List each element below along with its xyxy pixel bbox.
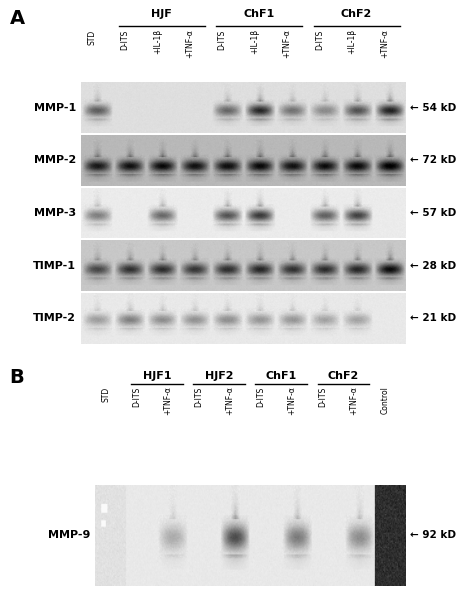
Text: ← 57 kD: ← 57 kD — [410, 208, 456, 218]
Text: D-ITS: D-ITS — [256, 387, 265, 407]
Text: B: B — [9, 368, 24, 387]
Text: MMP-1: MMP-1 — [34, 102, 76, 112]
Text: TIMP-2: TIMP-2 — [33, 314, 76, 323]
Text: +TNF-α: +TNF-α — [350, 387, 359, 415]
Text: MMP-3: MMP-3 — [34, 208, 76, 218]
Text: +TNF-α: +TNF-α — [226, 387, 235, 415]
Text: +TNF-α: +TNF-α — [283, 29, 292, 58]
Text: ← 28 kD: ← 28 kD — [410, 261, 456, 271]
Text: ← 21 kD: ← 21 kD — [410, 314, 456, 323]
Text: MMP-9: MMP-9 — [48, 530, 90, 540]
Text: D-ITS: D-ITS — [319, 387, 328, 407]
Text: +TNF-α: +TNF-α — [185, 29, 194, 58]
Text: D-ITS: D-ITS — [120, 29, 129, 49]
Text: D-ITS: D-ITS — [315, 29, 324, 49]
Text: D-ITS: D-ITS — [194, 387, 203, 407]
Text: +IL-1β: +IL-1β — [153, 29, 162, 54]
Text: STD: STD — [101, 387, 110, 402]
Text: HJF: HJF — [151, 9, 172, 19]
Text: MMP-2: MMP-2 — [34, 155, 76, 165]
Text: +TNF-α: +TNF-α — [164, 387, 173, 415]
Text: D-ITS: D-ITS — [132, 387, 141, 407]
Text: HJF1: HJF1 — [143, 371, 171, 381]
Text: STD: STD — [88, 29, 97, 45]
Text: HJF2: HJF2 — [205, 371, 233, 381]
Text: Control: Control — [381, 387, 390, 414]
Text: ChF2: ChF2 — [341, 9, 372, 19]
Text: +IL-1β: +IL-1β — [250, 29, 259, 54]
Text: +IL-1β: +IL-1β — [347, 29, 356, 54]
Text: ChF2: ChF2 — [328, 371, 359, 381]
Text: ChF1: ChF1 — [265, 371, 297, 381]
Text: ← 54 kD: ← 54 kD — [410, 102, 456, 112]
Text: +TNF-α: +TNF-α — [380, 29, 389, 58]
Text: ← 72 kD: ← 72 kD — [410, 155, 456, 165]
Text: +TNF-α: +TNF-α — [288, 387, 297, 415]
Text: ChF1: ChF1 — [244, 9, 275, 19]
Text: ← 92 kD: ← 92 kD — [410, 530, 456, 540]
Text: TIMP-1: TIMP-1 — [33, 261, 76, 271]
Text: A: A — [9, 9, 25, 28]
Text: D-ITS: D-ITS — [218, 29, 227, 49]
